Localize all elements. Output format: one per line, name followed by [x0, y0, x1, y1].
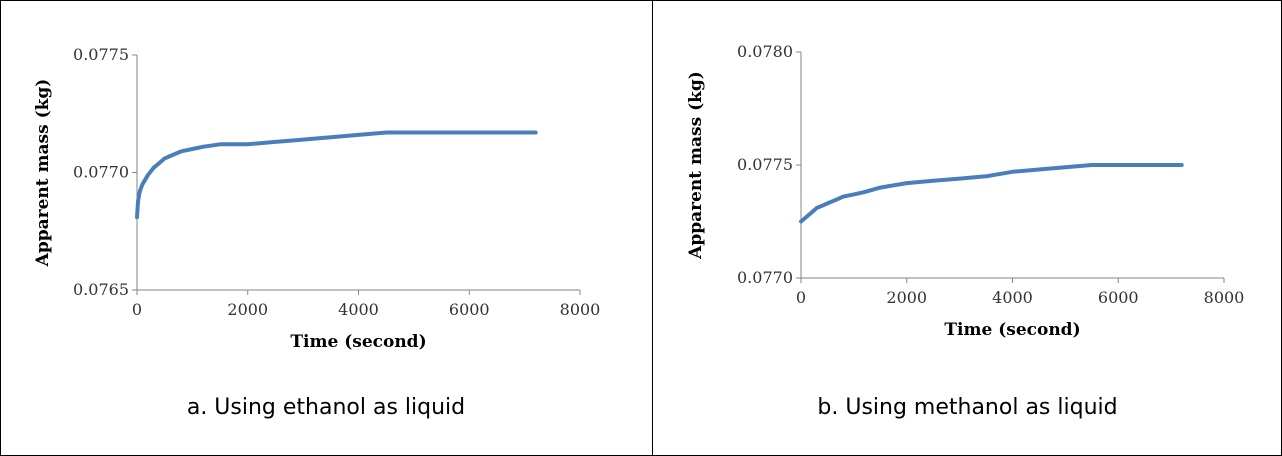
x-tick-label: 6000: [449, 300, 490, 319]
x-tick-label: 6000: [1098, 288, 1139, 307]
y-tick-label: 0.0775: [737, 155, 793, 174]
y-tick-label: 0.0770: [737, 268, 793, 287]
panel-divider: [652, 0, 653, 456]
x-tick-label: 4000: [338, 300, 379, 319]
y-tick-label: 0.0780: [737, 42, 793, 61]
y-axis-title: Apparent mass (kg): [33, 79, 53, 268]
y-tick-label: 0.0765: [73, 280, 129, 299]
y-axis-title: Apparent mass (kg): [686, 71, 706, 260]
y-tick-label: 0.0775: [73, 45, 129, 64]
x-tick-label: 4000: [992, 288, 1033, 307]
x-tick-label: 2000: [227, 300, 268, 319]
panel-ethanol: 0.0765 0.0770 0.0775 0 2000 4000 6000 8000 Time …: [33, 45, 601, 420]
caption-ethanol: a. Using ethanol as liquid: [186, 395, 466, 420]
x-tick-label: 8000: [560, 300, 601, 319]
panel-methanol: 0.0770 0.0775 0.0780 0 2000 4000 6000 8000 Time …: [653, 0, 1282, 456]
x-tick-label: 0: [796, 288, 806, 307]
caption-methanol: b. Using methanol as liquid: [817, 395, 1118, 420]
x-tick-label: 0: [132, 300, 142, 319]
x-tick-label: 2000: [886, 288, 927, 307]
x-axis-title: Time (second): [944, 320, 1080, 340]
chart-methanol: 0.0770 0.0775 0.0780 0 2000 4000 6000 8000 Time …: [686, 42, 1245, 340]
series-line: [135, 130, 538, 220]
x-axis-title: Time (second): [290, 332, 426, 352]
series-line: [799, 163, 1184, 224]
x-tick-label: 8000: [1204, 288, 1245, 307]
chart-ethanol: 0.0765 0.0770 0.0775 0 2000 4000 6000 8000 Time …: [33, 45, 601, 352]
y-tick-label: 0.0770: [73, 163, 129, 182]
